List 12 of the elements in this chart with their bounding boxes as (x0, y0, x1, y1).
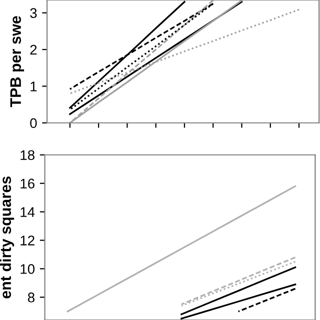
y-tick-label: 2 (30, 44, 37, 55)
y-tick-label: 16 (20, 178, 34, 189)
y-tick-label: 14 (20, 207, 35, 217)
y-tick-label: 12 (20, 236, 34, 246)
y-tick-label: 1 (30, 82, 37, 92)
y-axis-title: ent dirty squares (0, 176, 14, 298)
y-axis-title: TPB per swe (10, 16, 24, 108)
y-tick-label: 0 (30, 118, 37, 128)
y-tick-label: 3 (30, 8, 37, 18)
y-tick-label: 18 (20, 150, 34, 160)
y-tick-label: 10 (20, 264, 35, 274)
y-tick-label: 8 (28, 292, 34, 302)
